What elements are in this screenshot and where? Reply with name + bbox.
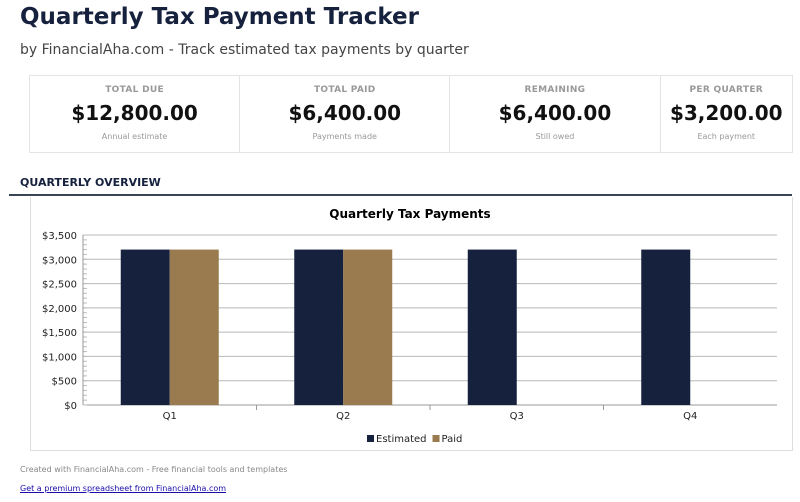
bar-estimated-q4 <box>641 249 691 405</box>
card-label: PER QUARTER <box>689 85 763 95</box>
card-value: $6,400.00 <box>288 101 402 125</box>
card-total-paid: TOTAL PAID $6,400.00 Payments made <box>240 76 451 152</box>
card-remaining: REMAINING $6,400.00 Still owed <box>450 76 661 152</box>
page-title: Quarterly Tax Payment Tracker <box>20 4 419 30</box>
y-tick-label: $2,500 <box>42 280 77 291</box>
premium-link[interactable]: Get a premium spreadsheet from Financial… <box>20 484 227 493</box>
card-note: Payments made <box>312 132 377 141</box>
section-divider <box>9 194 792 196</box>
y-tick-label: $3,500 <box>42 231 77 242</box>
summary-cards: TOTAL DUE $12,800.00 Annual estimate TOTAL… <box>29 75 793 153</box>
legend-label-estimated: Estimated <box>376 434 427 445</box>
card-label: TOTAL DUE <box>105 85 164 95</box>
card-per-quarter: PER QUARTER $3,200.00 Each payment <box>661 76 792 152</box>
bar-chart: Quarterly Tax Payments $0 $500 $1,000 $1,50… <box>42 207 777 445</box>
page-subtitle: by FinancialAha.com - Track estimated ta… <box>20 42 469 58</box>
y-tick-label: $1,500 <box>42 328 77 339</box>
x-tick-label: Q3 <box>510 411 524 422</box>
bar-estimated-q2 <box>294 249 344 405</box>
footer-credit: Created with FinancialAha.com - Free fin… <box>20 465 288 474</box>
y-tick-label: $0 <box>64 401 77 412</box>
chart-title: Quarterly Tax Payments <box>329 207 490 221</box>
card-note: Each payment <box>697 132 756 141</box>
chart-container: Quarterly Tax Payments $0 $500 $1,000 $1,50… <box>30 197 793 451</box>
card-total-due: TOTAL DUE $12,800.00 Annual estimate <box>30 76 241 152</box>
bar-paid-q1 <box>169 249 219 405</box>
card-value: $6,400.00 <box>498 101 612 125</box>
card-label: REMAINING <box>524 85 586 95</box>
y-tick-label: $2,000 <box>42 304 77 315</box>
bar-estimated-q3 <box>467 249 517 405</box>
x-tick-label: Q4 <box>683 411 697 422</box>
y-tick-label: $1,000 <box>42 352 77 363</box>
legend-label-paid: Paid <box>442 434 463 445</box>
card-value: $3,200.00 <box>669 101 783 125</box>
x-tick-label: Q2 <box>336 411 350 422</box>
legend-swatch-paid <box>432 435 440 442</box>
bar-paid-q2 <box>343 249 393 405</box>
legend-swatch-estimated <box>367 435 374 442</box>
y-tick-label: $3,000 <box>42 255 77 266</box>
card-note: Annual estimate <box>101 132 168 141</box>
x-tick-label: Q1 <box>163 411 177 422</box>
card-value: $12,800.00 <box>71 101 198 125</box>
card-note: Still owed <box>535 132 575 141</box>
y-tick-label: $500 <box>52 377 77 388</box>
bar-estimated-q1 <box>120 249 170 405</box>
card-label: TOTAL PAID <box>313 85 376 95</box>
section-title: QUARTERLY OVERVIEW <box>20 176 161 189</box>
